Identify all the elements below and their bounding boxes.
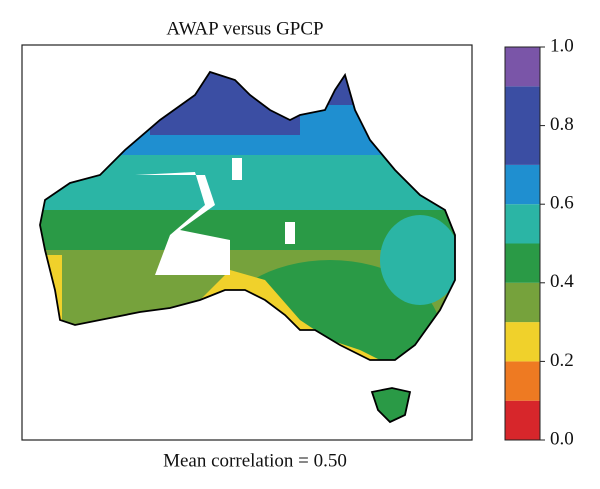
colorbar-tick-label: 0.4 bbox=[550, 271, 574, 292]
colorbar-frame bbox=[504, 46, 541, 441]
colorbar-segment bbox=[505, 47, 540, 87]
colorbar-segment bbox=[505, 243, 540, 283]
colorbar-segment bbox=[505, 164, 540, 205]
colorbar-segment bbox=[505, 361, 540, 401]
colorbar-segment bbox=[505, 204, 540, 244]
region bbox=[320, 72, 360, 105]
colorbar-tick-label: 0.0 bbox=[550, 428, 574, 449]
region bbox=[150, 72, 300, 135]
no-data bbox=[135, 172, 230, 275]
map-frame bbox=[21, 44, 473, 441]
no-data bbox=[285, 222, 295, 244]
colorbar-segment bbox=[505, 86, 540, 165]
colorbar-tick-label: 0.2 bbox=[550, 350, 574, 371]
region bbox=[120, 72, 400, 155]
x-label: Mean correlation = 0.50 bbox=[163, 450, 347, 471]
title: AWAP versus GPCP bbox=[166, 18, 323, 39]
colorbar-segment bbox=[505, 322, 540, 362]
map-field bbox=[40, 72, 455, 422]
no-data bbox=[232, 158, 242, 180]
colorbar-segment bbox=[505, 282, 540, 323]
colorbar-tick-label: 0.8 bbox=[550, 114, 574, 135]
colorbar-segment bbox=[505, 400, 540, 440]
colorbar-tick-label: 1.0 bbox=[550, 35, 574, 56]
region bbox=[380, 215, 455, 305]
coastline bbox=[39, 70, 456, 424]
colorbar-tick-label: 0.6 bbox=[550, 193, 574, 214]
